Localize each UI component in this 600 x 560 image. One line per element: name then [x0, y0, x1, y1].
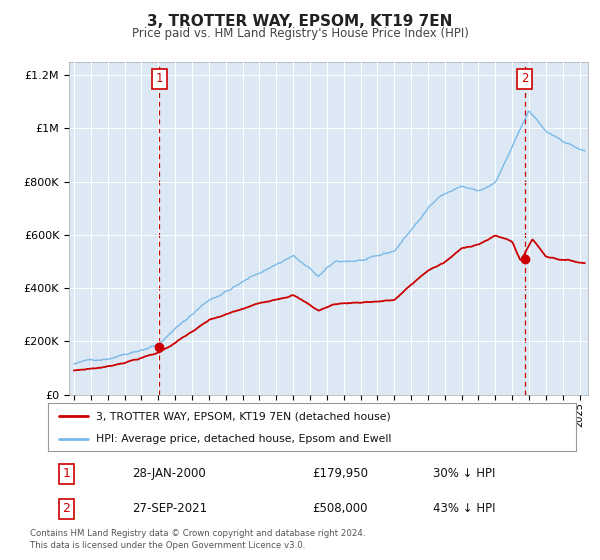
Text: 1: 1 — [62, 468, 70, 480]
Text: 2: 2 — [521, 72, 529, 86]
Text: £508,000: £508,000 — [312, 502, 367, 515]
Text: 2: 2 — [62, 502, 70, 515]
Text: 30% ↓ HPI: 30% ↓ HPI — [433, 468, 496, 480]
Text: 28-JAN-2000: 28-JAN-2000 — [133, 468, 206, 480]
Text: Price paid vs. HM Land Registry's House Price Index (HPI): Price paid vs. HM Land Registry's House … — [131, 27, 469, 40]
Text: £179,950: £179,950 — [312, 468, 368, 480]
Text: 43% ↓ HPI: 43% ↓ HPI — [433, 502, 496, 515]
Text: 3, TROTTER WAY, EPSOM, KT19 7EN (detached house): 3, TROTTER WAY, EPSOM, KT19 7EN (detache… — [95, 411, 390, 421]
Text: 1: 1 — [156, 72, 163, 86]
Text: HPI: Average price, detached house, Epsom and Ewell: HPI: Average price, detached house, Epso… — [95, 434, 391, 444]
Text: 27-SEP-2021: 27-SEP-2021 — [133, 502, 208, 515]
Text: Contains HM Land Registry data © Crown copyright and database right 2024.
This d: Contains HM Land Registry data © Crown c… — [30, 529, 365, 550]
Text: 3, TROTTER WAY, EPSOM, KT19 7EN: 3, TROTTER WAY, EPSOM, KT19 7EN — [148, 14, 452, 29]
